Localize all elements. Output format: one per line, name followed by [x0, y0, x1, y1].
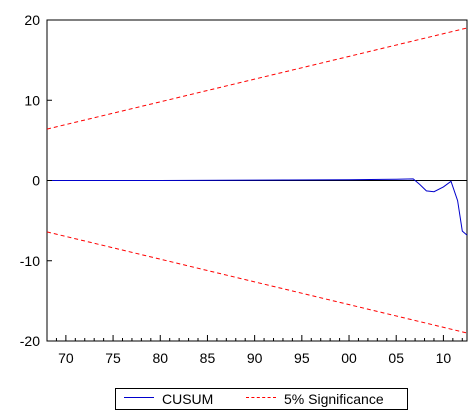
legend-swatch-significance	[246, 397, 276, 398]
legend-label-cusum: CUSUM	[162, 391, 214, 407]
x-tick-label: 75	[105, 350, 121, 366]
x-tick-label: 70	[58, 350, 74, 366]
y-tick-label: 10	[24, 92, 40, 108]
x-tick-label: 90	[247, 350, 263, 366]
y-tick-label: 0	[32, 173, 40, 189]
series-line-upper-significance	[46, 27, 468, 130]
y-tick-label: -20	[20, 333, 40, 349]
cusum-chart: -20 -10 0 10 20 70 75 80 85 90 95 00 05 10	[20, 12, 468, 366]
legend: CUSUM 5% Significance	[115, 388, 408, 410]
y-tick-label: -10	[20, 253, 40, 269]
series-line-cusum	[47, 178, 468, 236]
x-tick-label: 95	[294, 350, 310, 366]
x-tick-label: 80	[152, 350, 168, 366]
legend-label-significance: 5% Significance	[284, 391, 384, 407]
legend-swatch-cusum	[124, 397, 154, 398]
x-tick-label: 05	[388, 350, 404, 366]
series-line-lower-significance	[46, 231, 468, 334]
x-tick-label: 00	[341, 350, 357, 366]
y-tick-label: 20	[24, 12, 40, 28]
x-tick-label: 10	[436, 350, 452, 366]
x-tick-label: 85	[200, 350, 216, 366]
